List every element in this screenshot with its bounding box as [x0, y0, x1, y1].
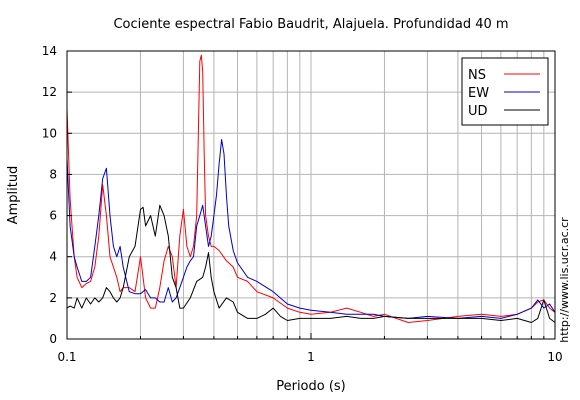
series-line-ew [66, 139, 556, 319]
legend-label-ns: NS [468, 68, 486, 83]
y-tick-label: 0 [49, 332, 57, 346]
legend-label-ud: UD [468, 104, 488, 119]
y-tick-label: 2 [49, 291, 57, 305]
y-tick-label: 10 [42, 126, 57, 140]
y-tick-label: 6 [49, 209, 57, 223]
series-layer [66, 54, 556, 323]
y-tick-label: 4 [49, 250, 57, 264]
y-tick-label: 14 [42, 44, 57, 58]
x-tick-label: 1 [307, 350, 315, 364]
y-tick-label: 12 [42, 85, 57, 99]
axes-ticks: 0 2 4 6 8 10 12 14 0.1 1 10 [42, 44, 563, 364]
source-url: http://www.lis.ucr.ac.cr [558, 217, 571, 343]
series-line-ns [66, 54, 556, 323]
legend-label-ew: EW [468, 86, 489, 101]
x-tick-label: 0.1 [57, 350, 76, 364]
x-axis-label: Periodo (s) [276, 379, 346, 394]
series-line-ud [66, 204, 556, 323]
legend: NS EW UD [461, 57, 549, 126]
y-tick-label: 8 [49, 167, 57, 181]
chart-title: Cociente espectral Fabio Baudrit, Alajue… [113, 17, 508, 32]
x-tick-label: 10 [547, 350, 562, 364]
y-axis-label: Amplitud [6, 166, 21, 225]
